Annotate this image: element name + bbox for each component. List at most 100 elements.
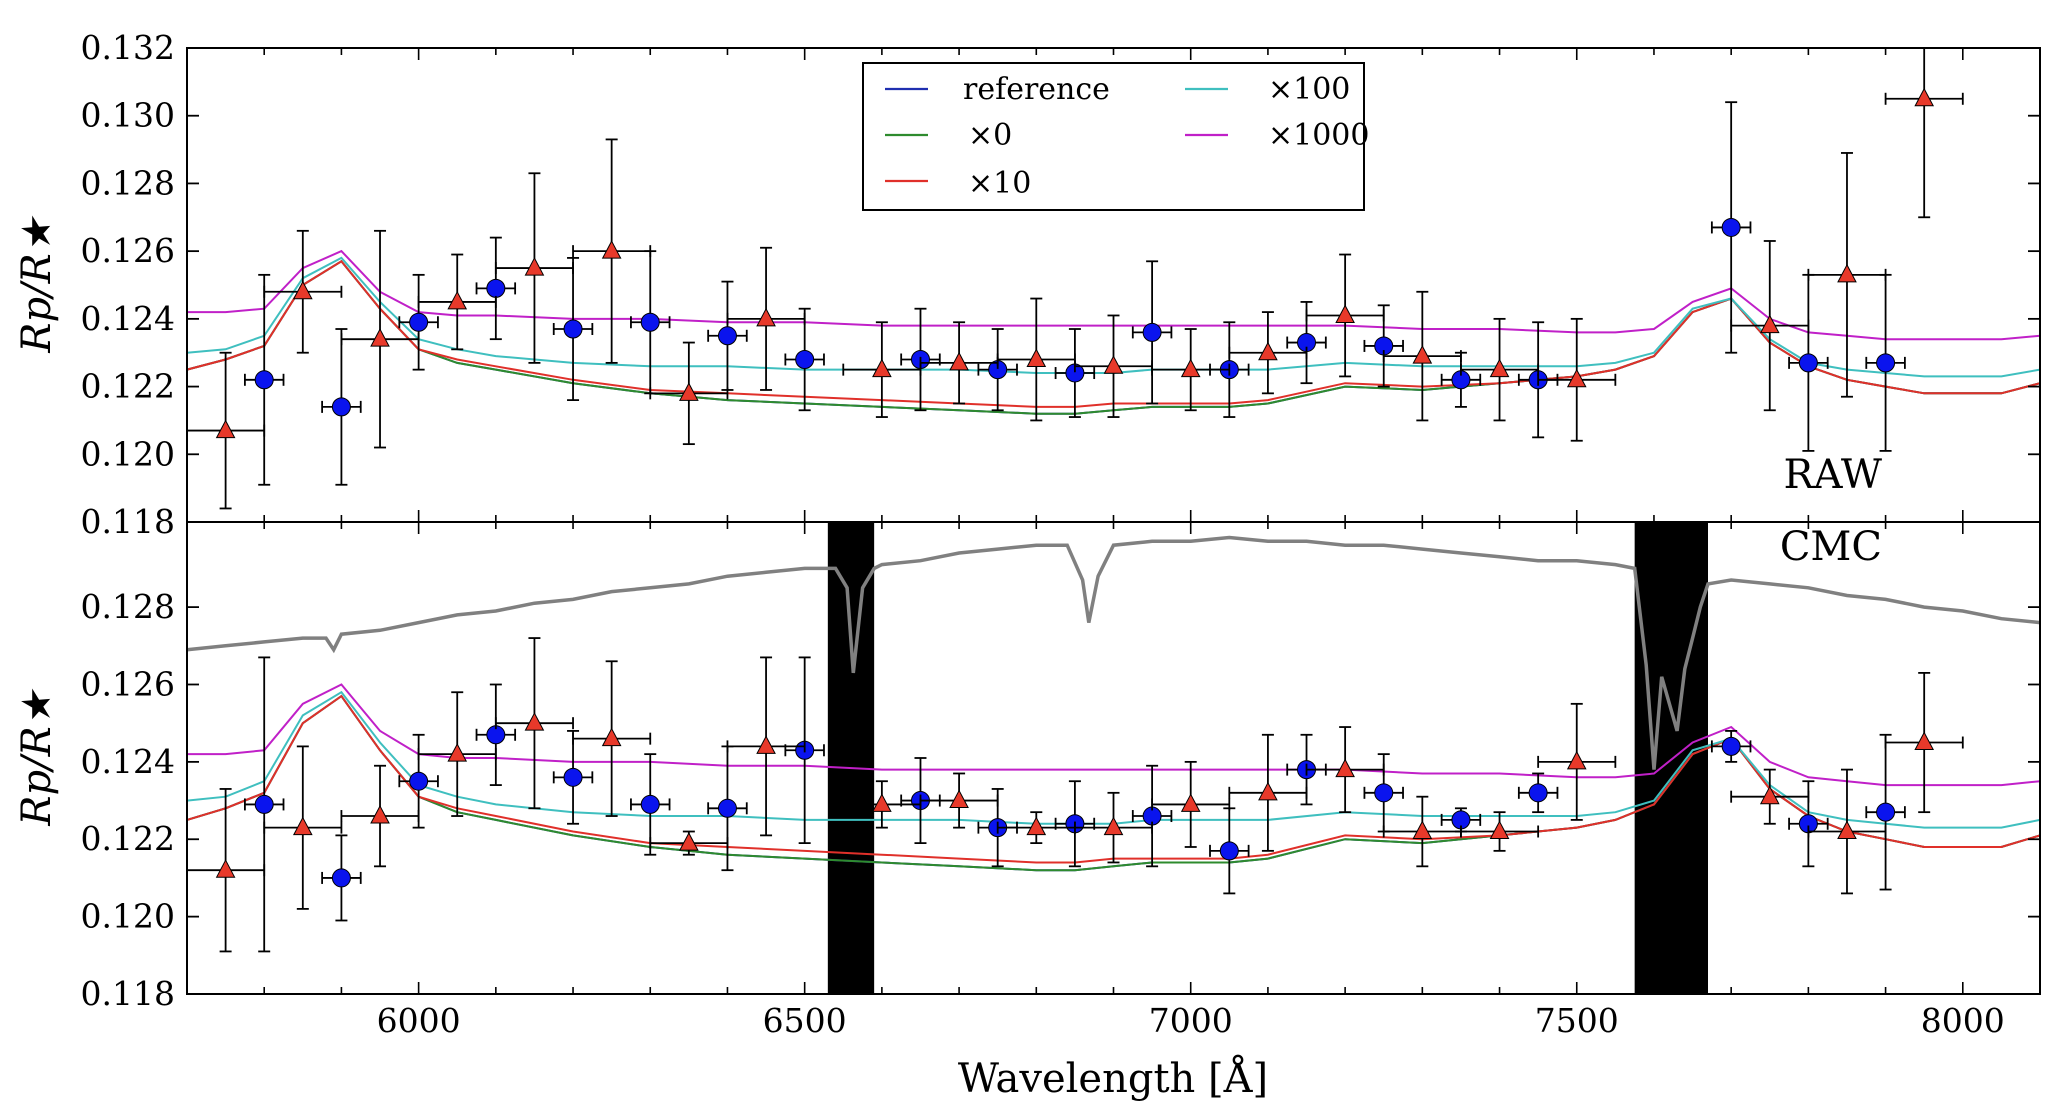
blue-point-marker-raw [717,326,737,346]
blue-point-marker-cmc [1219,841,1239,861]
red-point-marker-raw [292,280,313,300]
red-point-marker-raw [1335,304,1355,323]
legend-label-x100: ×100 [1268,72,1350,107]
x-axis-label: Wavelength [Å] [958,1055,1268,1102]
red-point-marker-raw [1258,341,1278,361]
blue-point-marker-raw [640,312,660,332]
red-point-marker-raw [447,290,468,310]
x-tick-label-cmc: 6000 [377,1001,461,1040]
red-point-marker-cmc [292,816,313,836]
red-point-marker-raw [601,240,622,259]
blue-point-marker-raw [331,397,351,417]
telluric-bands [827,522,1709,994]
red-point-marker-cmc [370,804,390,824]
panel-cmc: 0.118 0.120 0.122 0.124 0.126 0.128 6000 6500 7… [14,521,2041,1102]
blue-point-marker-cmc [1528,783,1548,803]
blue-point-marker-cmc [409,771,429,791]
x-tick-label-cmc: 7000 [1149,1001,1233,1040]
red-point-marker-cmc [447,743,468,762]
red-point-marker-raw [679,382,699,401]
y-tick-label-raw: 0.124 [81,299,175,338]
y-tick-label-raw: 0.118 [81,502,175,541]
y-tick-label-raw: 0.132 [81,28,175,67]
red-point-marker-cmc [215,859,236,878]
red-point-marker-cmc [1566,750,1587,770]
y-tick-label-raw: 0.128 [81,163,175,202]
blue-point-marker-raw [1798,353,1818,373]
panel-label-raw: RAW [1784,452,1883,498]
blue-point-marker-cmc [254,794,274,814]
red-point-marker-raw [524,257,545,276]
legend-label-x10: ×10 [968,166,1031,201]
red-point-marker-cmc [1103,816,1124,836]
red-point-marker-raw [215,419,236,439]
y-tick-label-raw: 0.130 [81,96,175,135]
stellar-spectrum [186,535,2041,770]
blue-point-marker-cmc [1876,802,1896,822]
red-point-marker-raw [370,328,390,347]
panel-label-cmc: CMC [1780,524,1882,570]
blue-point-marker-raw [1876,353,1896,373]
red-point-marker-cmc [1759,785,1780,805]
red-point-marker-raw [1837,263,1857,283]
y-tick-label-cmc: 0.122 [81,819,175,858]
red-point-marker-cmc [524,712,545,731]
blue-point-marker-raw [254,370,274,390]
legend-label-x0: ×0 [968,118,1012,153]
blue-point-marker-raw [795,349,815,369]
y-axis-label-raw: Rp/R★ [14,215,60,353]
model-line-x10-cmc [186,694,2041,864]
red-point-marker-cmc [679,832,699,851]
red-point-marker-raw [1026,348,1047,367]
red-point-marker-cmc [1914,731,1935,751]
data-points-raw [186,48,1964,510]
blue-point-marker-cmc [640,794,660,814]
panel-raw: 0.118 0.120 0.122 0.124 0.126 0.128 0.130 0.132… [14,28,2041,541]
blue-point-marker-cmc [563,767,583,787]
x-tick-label-cmc: 8000 [1921,1001,2005,1040]
red-point-marker-raw [949,351,969,371]
x-ticks-cmc: 6000 6500 7000 7500 8000 [263,522,2041,1040]
blue-point-marker-cmc [717,798,737,818]
y-tick-label-cmc: 0.120 [81,897,175,936]
x-tick-label-cmc: 7500 [1535,1001,1619,1040]
data-points-cmc [186,637,1964,953]
y-ticks-raw: 0.118 0.120 0.122 0.124 0.126 0.128 0.130 0.132 [81,28,2040,541]
red-point-marker-cmc [1489,820,1510,840]
red-point-marker-cmc [1026,816,1047,836]
red-point-marker-raw [1103,355,1124,374]
stellar-spectrum-line [186,535,2041,770]
legend: reference ×0 ×10 ×100 ×1000 [862,62,1369,211]
red-point-marker-cmc [1837,820,1857,840]
blue-point-marker-cmc [331,868,351,888]
y-axis-label-cmc: Rp/R★ [14,688,60,826]
model-line-x1000-raw [187,249,2041,341]
y-ticks-cmc: 0.118 0.120 0.122 0.124 0.126 0.128 [81,587,2040,1013]
red-point-marker-raw [1759,314,1780,334]
red-point-marker-raw [1566,368,1587,388]
legend-label-x1000: ×1000 [1268,118,1369,153]
red-point-marker-cmc [949,789,969,809]
red-point-marker-cmc [1180,793,1201,812]
blue-point-marker-cmc [1721,736,1741,756]
x-tick-label-cmc: 6500 [763,1001,847,1040]
red-point-marker-raw [1914,87,1935,107]
y-tick-label-raw: 0.126 [81,231,175,270]
red-point-marker-raw [756,307,776,327]
telluric-band-0 [827,522,875,994]
blue-point-marker-raw [409,312,429,332]
red-point-marker-cmc [1258,781,1278,801]
red-point-marker-cmc [1335,758,1355,778]
red-point-marker-cmc [601,727,622,747]
blue-point-marker-raw [563,319,583,339]
legend-label-reference: reference [963,72,1110,107]
red-point-marker-cmc [1412,820,1433,840]
blue-point-marker-raw [1721,217,1741,237]
x-ticks-raw [263,48,2041,522]
red-point-marker-raw [872,358,892,378]
y-tick-label-raw: 0.120 [81,434,175,473]
y-tick-label-cmc: 0.128 [81,587,175,626]
model-line-x1000-cmc [187,683,2041,787]
red-point-marker-raw [1180,358,1201,378]
